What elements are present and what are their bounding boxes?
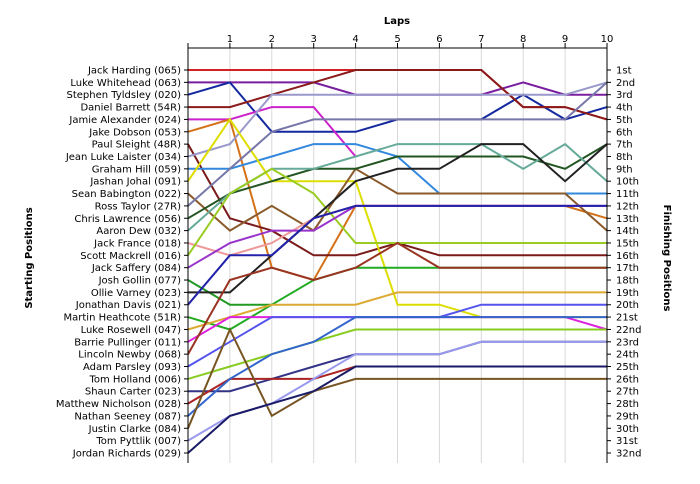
starting-position-label: Stephen Tyldsley (020)	[67, 90, 182, 101]
starting-position-label: Scott Mackrell (016)	[80, 251, 181, 262]
finishing-position-label: 23rd	[616, 337, 639, 348]
x-tick-label: 1	[227, 34, 233, 45]
finishing-position-label: 28th	[616, 399, 639, 410]
starting-position-label: Jean Luke Laister (034)	[65, 152, 181, 163]
finishing-position-label: 14th	[616, 226, 639, 237]
axes	[184, 43, 611, 463]
starting-position-label: Jack Saffery (084)	[91, 263, 181, 274]
starting-position-label: Jack France (018)	[93, 238, 181, 249]
starting-position-label: Jamie Alexander (024)	[68, 115, 181, 126]
starting-position-label: Jashan Johal (091)	[89, 177, 181, 188]
series-line-26	[187, 328, 607, 380]
starting-position-label: Paul Sleight (48R)	[92, 140, 181, 151]
series-line-30	[187, 327, 607, 429]
x-tick-label: 6	[436, 34, 442, 45]
x-tick-label: 3	[311, 34, 317, 45]
starting-position-label: Daniel Barrett (54R)	[80, 103, 181, 114]
x-axis-title: Laps	[384, 16, 410, 27]
finishing-position-label: 9th	[616, 164, 633, 175]
starting-position-label: Aaron Dew (032)	[96, 226, 181, 237]
series-lines	[187, 69, 608, 454]
finishing-position-label: 15th	[616, 238, 639, 249]
finishing-position-label: 29th	[616, 411, 639, 422]
starting-position-label: Lincoln Newby (068)	[78, 350, 181, 361]
x-tick-label: 7	[478, 34, 484, 45]
starting-position-label: Ollie Varney (023)	[91, 288, 181, 299]
y-axis-title-left: Starting Positions	[24, 207, 35, 308]
x-tick-label: 5	[394, 34, 400, 45]
starting-position-label: Nathan Seeney (087)	[74, 411, 181, 422]
series-line-29	[187, 316, 607, 417]
starting-position-label: Sean Babington (022)	[72, 189, 181, 200]
starting-position-label: Jake Dobson (053)	[88, 127, 181, 138]
finishing-position-label: 10th	[616, 177, 639, 188]
finishing-position-label: 26th	[616, 374, 639, 385]
starting-position-label: Luke Whitehead (063)	[70, 78, 181, 89]
x-tick-label: 8	[520, 34, 526, 45]
finishing-position-label: 24th	[616, 350, 639, 361]
series-line-22	[187, 291, 607, 331]
starting-position-label: Matthew Nicholson (028)	[56, 399, 181, 410]
finishing-position-label: 25th	[616, 362, 639, 373]
finishing-position-label: 4th	[616, 103, 633, 114]
x-tick-label: 4	[352, 34, 358, 45]
series-line-8	[187, 81, 608, 158]
x-tick-label: 10	[601, 34, 614, 45]
starting-position-label: Justin Clarke (084)	[88, 424, 181, 435]
starting-position-label: Jordan Richards (029)	[72, 449, 181, 460]
starting-position-label: Chris Lawrence (056)	[74, 214, 181, 225]
starting-position-label: Josh Gollin (077)	[98, 276, 182, 287]
finishing-position-label: 21st	[616, 313, 638, 324]
finishing-position-label: 1st	[616, 66, 632, 77]
starting-position-label: Tom Holland (006)	[88, 374, 181, 385]
finishing-position-label: 22nd	[616, 325, 641, 336]
starting-position-label: Barrie Pullinger (011)	[74, 337, 181, 348]
axis-labels: 1 2 3 4 5 6 7 8 9 10 Jack Harding (065)Luke Whiteh…	[24, 16, 672, 460]
starting-position-label: Graham Hill (059)	[92, 164, 181, 175]
finishing-position-label: 27th	[616, 387, 639, 398]
x-tick-label: 9	[562, 34, 568, 45]
series-line-32	[187, 365, 607, 454]
starting-position-label: Ross Taylor (27R)	[95, 201, 181, 212]
finishing-position-label: 11th	[616, 189, 639, 200]
finishing-position-label: 31st	[616, 436, 638, 447]
starting-position-label: Tom Pyttlik (007)	[95, 436, 181, 447]
finishing-position-label: 18th	[616, 276, 639, 287]
starting-position-label: Shaun Carter (023)	[85, 387, 181, 398]
series-line-4	[188, 69, 608, 121]
finishing-position-label: 12th	[616, 201, 639, 212]
finishing-position-label: 5th	[616, 115, 633, 126]
finishing-position-label: 16th	[616, 251, 639, 262]
finishing-position-label: 13th	[616, 214, 639, 225]
finishing-position-label: 3rd	[616, 90, 633, 101]
finishing-position-label: 30th	[616, 424, 639, 435]
starting-position-label: Jonathan Davis (021)	[75, 300, 181, 311]
finishing-position-label: 17th	[616, 263, 639, 274]
finishing-position-label: 8th	[616, 152, 633, 163]
y-axis-title-right: Finishing Positions	[661, 205, 672, 312]
series-line-5	[188, 106, 357, 158]
finishing-position-label: 6th	[616, 127, 633, 138]
x-tick-label: 2	[269, 34, 275, 45]
series-line-20	[187, 204, 607, 306]
starting-position-label: Martin Heathcote (51R)	[64, 313, 182, 324]
finishing-position-label: 2nd	[616, 78, 635, 89]
series-line-11	[187, 167, 608, 232]
finishing-position-label: 32nd	[616, 449, 641, 460]
series-line-12	[187, 81, 608, 207]
finishing-position-label: 7th	[616, 140, 633, 151]
series-line-24	[187, 241, 607, 355]
starting-position-label: Adam Parsley (093)	[83, 362, 181, 373]
starting-position-label: Jack Harding (065)	[87, 66, 181, 77]
series-line-19	[188, 143, 608, 294]
starting-position-label: Luke Rosewell (047)	[81, 325, 182, 336]
finishing-position-label: 19th	[616, 288, 639, 299]
finishing-position-label: 20th	[616, 300, 639, 311]
